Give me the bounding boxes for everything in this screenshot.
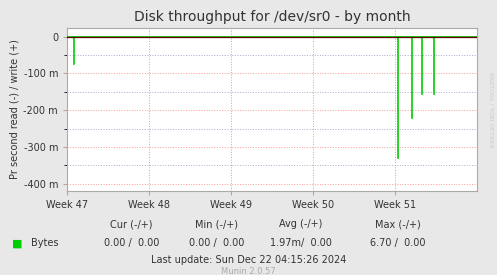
Text: ■: ■ bbox=[12, 238, 23, 248]
Text: Min (-/+): Min (-/+) bbox=[195, 219, 238, 229]
Text: 0.00 /  0.00: 0.00 / 0.00 bbox=[104, 238, 160, 248]
Text: 0.00 /  0.00: 0.00 / 0.00 bbox=[188, 238, 244, 248]
Text: 6.70 /  0.00: 6.70 / 0.00 bbox=[370, 238, 425, 248]
Text: Max (-/+): Max (-/+) bbox=[375, 219, 420, 229]
Title: Disk throughput for /dev/sr0 - by month: Disk throughput for /dev/sr0 - by month bbox=[134, 10, 411, 24]
Text: 1.97m/  0.00: 1.97m/ 0.00 bbox=[270, 238, 331, 248]
Text: Last update: Sun Dec 22 04:15:26 2024: Last update: Sun Dec 22 04:15:26 2024 bbox=[151, 255, 346, 265]
Text: Cur (-/+): Cur (-/+) bbox=[110, 219, 153, 229]
Text: Munin 2.0.57: Munin 2.0.57 bbox=[221, 267, 276, 275]
Text: RRDTOOL / TOBI OETIKER: RRDTOOL / TOBI OETIKER bbox=[489, 72, 494, 148]
Y-axis label: Pr second read (-) / write (+): Pr second read (-) / write (+) bbox=[9, 39, 19, 179]
Text: Bytes: Bytes bbox=[31, 238, 58, 248]
Text: Avg (-/+): Avg (-/+) bbox=[279, 219, 323, 229]
